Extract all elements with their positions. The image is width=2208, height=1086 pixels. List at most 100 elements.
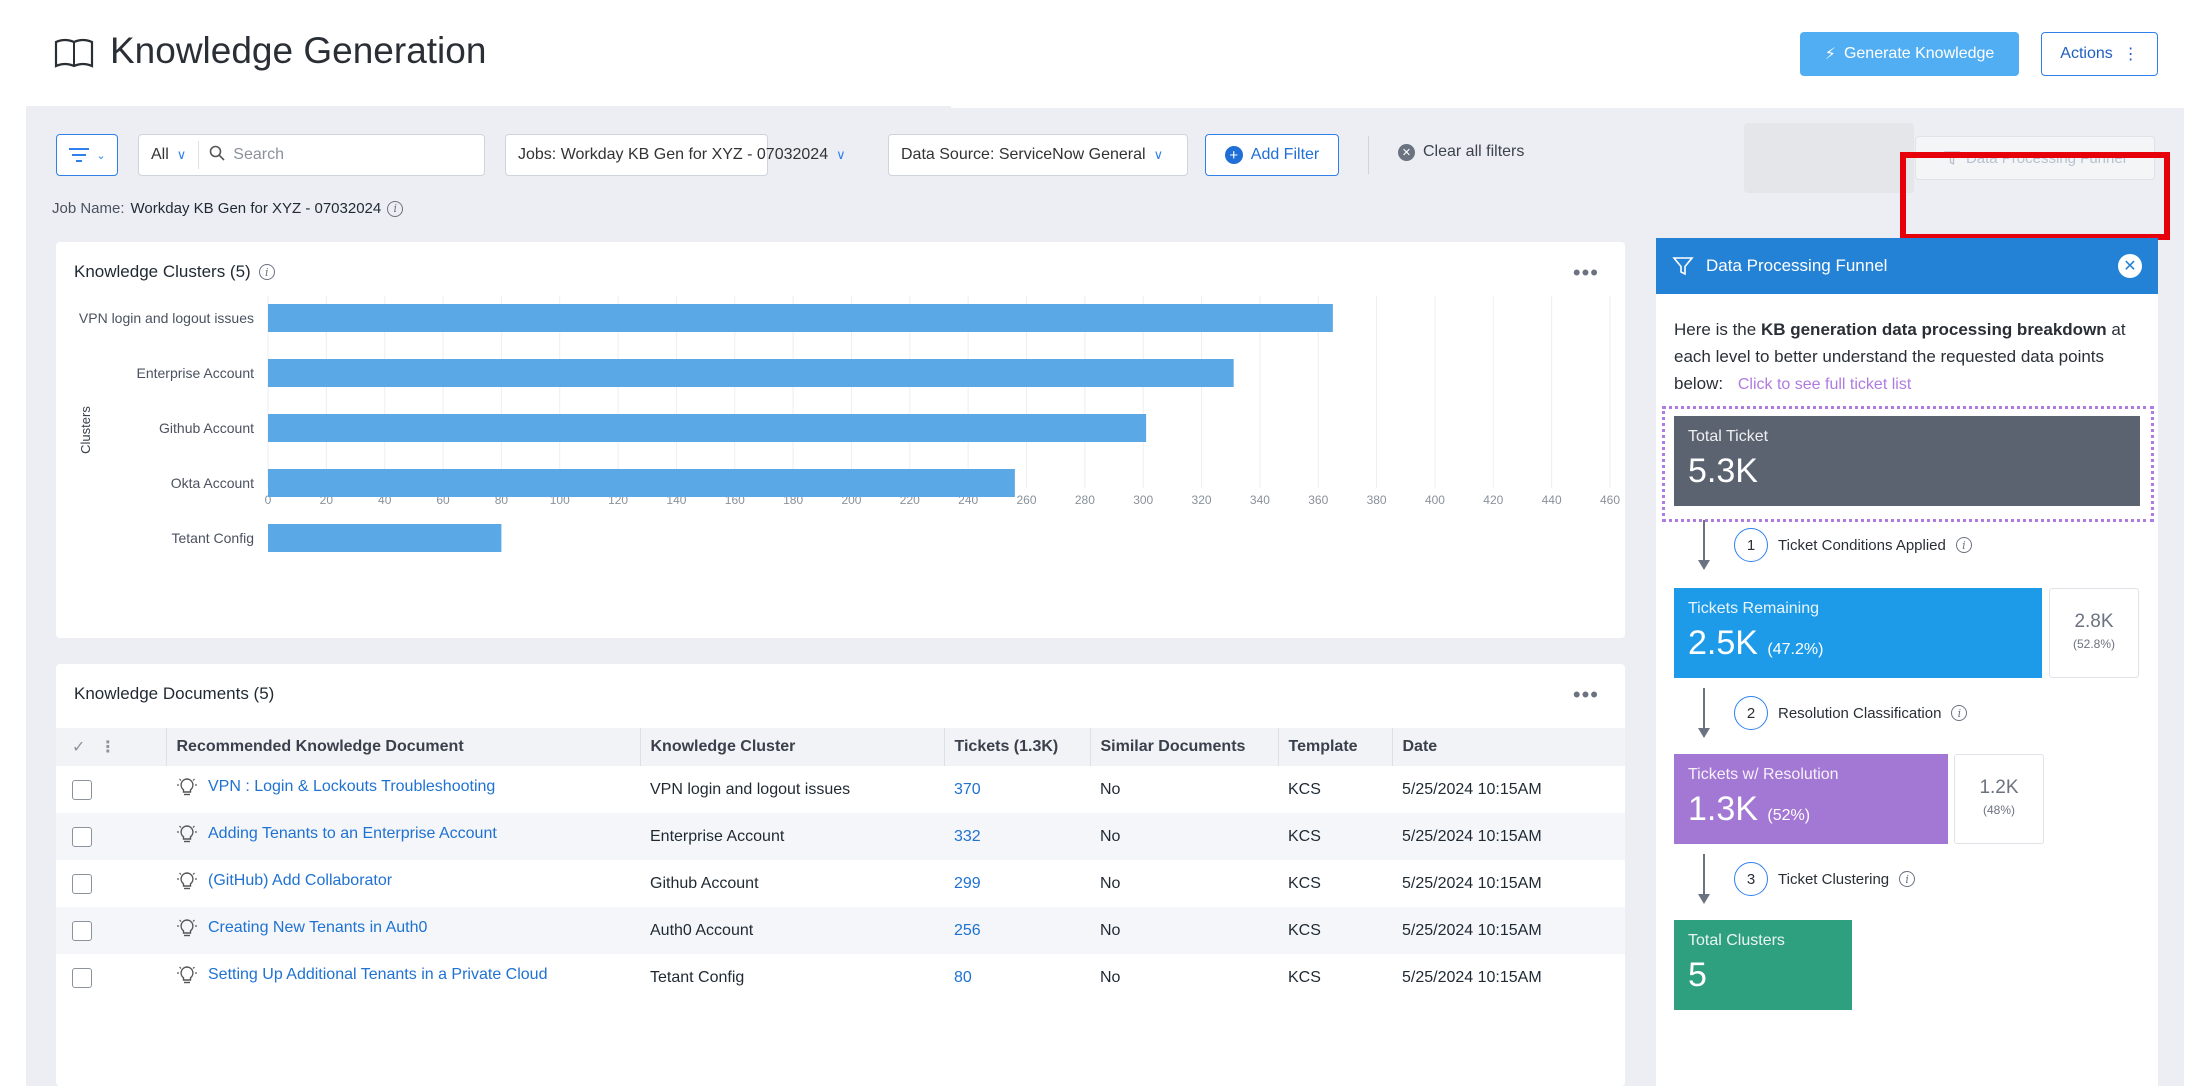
stage-percent: (52%): [1767, 807, 1811, 824]
tickets-link[interactable]: 256: [954, 921, 981, 939]
desc-bold-text: KB generation data processing breakdown: [1760, 320, 2107, 339]
chevron-down-icon: ∨: [836, 147, 846, 162]
info-icon[interactable]: i: [387, 200, 404, 217]
document-link[interactable]: Setting Up Additional Tenants in a Priva…: [176, 964, 547, 986]
info-icon[interactable]: i: [1951, 705, 1968, 721]
template-cell: KCS: [1278, 813, 1392, 860]
more-options-icon[interactable]: •••: [1572, 260, 1599, 285]
close-icon[interactable]: ✕: [2118, 254, 2142, 278]
lightbulb-icon: [177, 825, 197, 843]
documents-title-text: Knowledge Documents (5): [74, 684, 275, 703]
table-row[interactable]: VPN : Login & Lockouts Troubleshooting VP…: [56, 766, 1625, 813]
table-header-row: ✓ ⋮ Recommended Knowledge Document Knowl…: [56, 728, 1625, 766]
tickets-link[interactable]: 299: [954, 874, 981, 892]
x-tick-label: 460: [1600, 493, 1620, 507]
step-label: Resolution Classification: [1778, 704, 1942, 722]
clusters-bar-chart: 0 20 40 60 80 100 120 140 160 180 200 220 240 260 280 3…: [78, 296, 1620, 552]
tickets-remaining-stage[interactable]: Tickets Remaining 2.5K (47.2%): [1674, 588, 2042, 678]
total-ticket-stage[interactable]: Total Ticket 5.3K: [1674, 416, 2140, 506]
actions-button[interactable]: Actions ⋮: [2041, 32, 2158, 76]
total-clusters-stage[interactable]: Total Clusters 5: [1674, 920, 1852, 1010]
full-ticket-list-link[interactable]: Click to see full ticket list: [1737, 376, 1912, 393]
clear-filters-button[interactable]: ✕ Clear all filters: [1398, 143, 1524, 161]
x-tick-label: 0: [265, 493, 272, 507]
table-row[interactable]: Adding Tenants to an Enterprise Account E…: [56, 813, 1625, 860]
jobs-dropdown-value: Jobs: Workday KB Gen for XYZ - 07032024: [518, 146, 829, 163]
bar: [268, 414, 1147, 442]
column-header[interactable]: Tickets (1.3K): [944, 728, 1091, 766]
document-title: Creating New Tenants in Auth0: [208, 919, 428, 936]
tickets-with-resolution-stage[interactable]: Tickets w/ Resolution 1.3K (52%): [1674, 754, 1948, 844]
category-label: Okta Account: [171, 475, 254, 491]
stage-value: 5.3K: [1688, 452, 1758, 490]
column-header[interactable]: Date: [1392, 728, 1625, 766]
similar-cell: No: [1100, 874, 1121, 892]
category-label: Github Account: [159, 420, 254, 436]
info-icon[interactable]: i: [258, 264, 275, 280]
template-cell: KCS: [1288, 968, 1321, 986]
desc-text: at each level to better understand the r…: [1674, 320, 2126, 393]
search-box: All ∨: [138, 134, 485, 176]
date-cell: 5/25/2024 10:15AM: [1402, 874, 1542, 892]
highlight-annotation: [1900, 152, 2170, 240]
funnel-panel-header: Data Processing Funnel ✕: [1656, 238, 2158, 294]
search-scope-select[interactable]: All ∨: [139, 141, 200, 169]
document-link[interactable]: VPN : Login & Lockouts Troubleshooting: [176, 776, 495, 798]
bolt-icon: ⚡: [1824, 46, 1836, 63]
similar-cell: No: [1090, 907, 1278, 954]
documents-table: ✓ ⋮ Recommended Knowledge Document Knowl…: [56, 728, 1625, 1001]
chevron-down-icon: ∨: [176, 147, 187, 162]
table-row[interactable]: (GitHub) Add Collaborator Github Account 2…: [56, 860, 1625, 907]
excluded-value: 2.8K: [2074, 611, 2114, 632]
jobs-dropdown[interactable]: Jobs: Workday KB Gen for XYZ - 07032024 …: [505, 134, 846, 176]
data-source-dropdown[interactable]: Data Source: ServiceNow General ∨: [888, 134, 1188, 176]
stage-value: 2.5K: [1688, 624, 1758, 662]
stage-value: 5: [1688, 956, 1707, 994]
column-header[interactable]: Similar Documents: [1090, 728, 1279, 766]
more-options-icon[interactable]: •••: [1572, 682, 1599, 707]
cluster-cell: Github Account: [650, 874, 759, 892]
bar: [268, 359, 1234, 387]
column-header[interactable]: Knowledge Cluster: [640, 728, 945, 766]
funnel-description: Here is the KB generation data processin…: [1674, 316, 2144, 398]
document-link[interactable]: (GitHub) Add Collaborator: [176, 870, 392, 892]
table-row[interactable]: Setting Up Additional Tenants in a Priva…: [56, 954, 1625, 1001]
row-checkbox[interactable]: [72, 967, 92, 988]
lightbulb-icon: [177, 872, 197, 890]
select-all-header[interactable]: ✓ ⋮: [56, 728, 167, 766]
document-link[interactable]: Creating New Tenants in Auth0: [176, 917, 427, 939]
search-input[interactable]: [225, 146, 484, 164]
page-header: Knowledge Generation ⚡ Generate Knowledg…: [0, 0, 2208, 106]
funnel-icon: [1672, 257, 1694, 276]
filter-toggle-button[interactable]: ⌄: [56, 134, 118, 176]
row-checkbox[interactable]: [72, 873, 92, 894]
column-header[interactable]: Recommended Knowledge Document: [166, 728, 641, 766]
arrow-down-icon: [1698, 560, 1710, 570]
x-tick-label: 360: [1308, 493, 1328, 507]
clusters-card-title: Knowledge Clusters (5) i: [74, 262, 275, 282]
tickets-link[interactable]: 370: [954, 780, 981, 798]
cluster-cell: Enterprise Account: [640, 813, 944, 860]
row-checkbox[interactable]: [72, 826, 92, 847]
book-icon: [54, 38, 94, 68]
tickets-link[interactable]: 332: [954, 827, 981, 845]
vertical-dots-icon[interactable]: ⋮: [99, 739, 116, 756]
step-label: Ticket Clustering: [1778, 870, 1890, 888]
row-checkbox[interactable]: [72, 779, 92, 800]
check-icon[interactable]: ✓: [72, 739, 86, 756]
info-icon[interactable]: i: [1899, 871, 1916, 887]
column-header[interactable]: Template: [1278, 728, 1393, 766]
tickets-link[interactable]: 80: [954, 968, 972, 986]
divider: [1368, 136, 1369, 174]
document-link[interactable]: Adding Tenants to an Enterprise Account: [176, 823, 497, 845]
stage-label: Total Clusters: [1688, 932, 1785, 949]
add-filter-button[interactable]: + Add Filter: [1205, 134, 1339, 176]
info-icon[interactable]: i: [1955, 537, 1972, 553]
data-source-value: Data Source: ServiceNow General: [901, 146, 1146, 163]
generate-knowledge-button[interactable]: ⚡ Generate Knowledge: [1800, 32, 2019, 76]
table-row[interactable]: Creating New Tenants in Auth0 Auth0 Accou…: [56, 907, 1625, 954]
lightbulb-icon: [177, 778, 197, 796]
category-label: VPN login and logout issues: [79, 310, 254, 326]
actions-label: Actions: [2060, 45, 2113, 62]
row-checkbox[interactable]: [72, 920, 92, 941]
